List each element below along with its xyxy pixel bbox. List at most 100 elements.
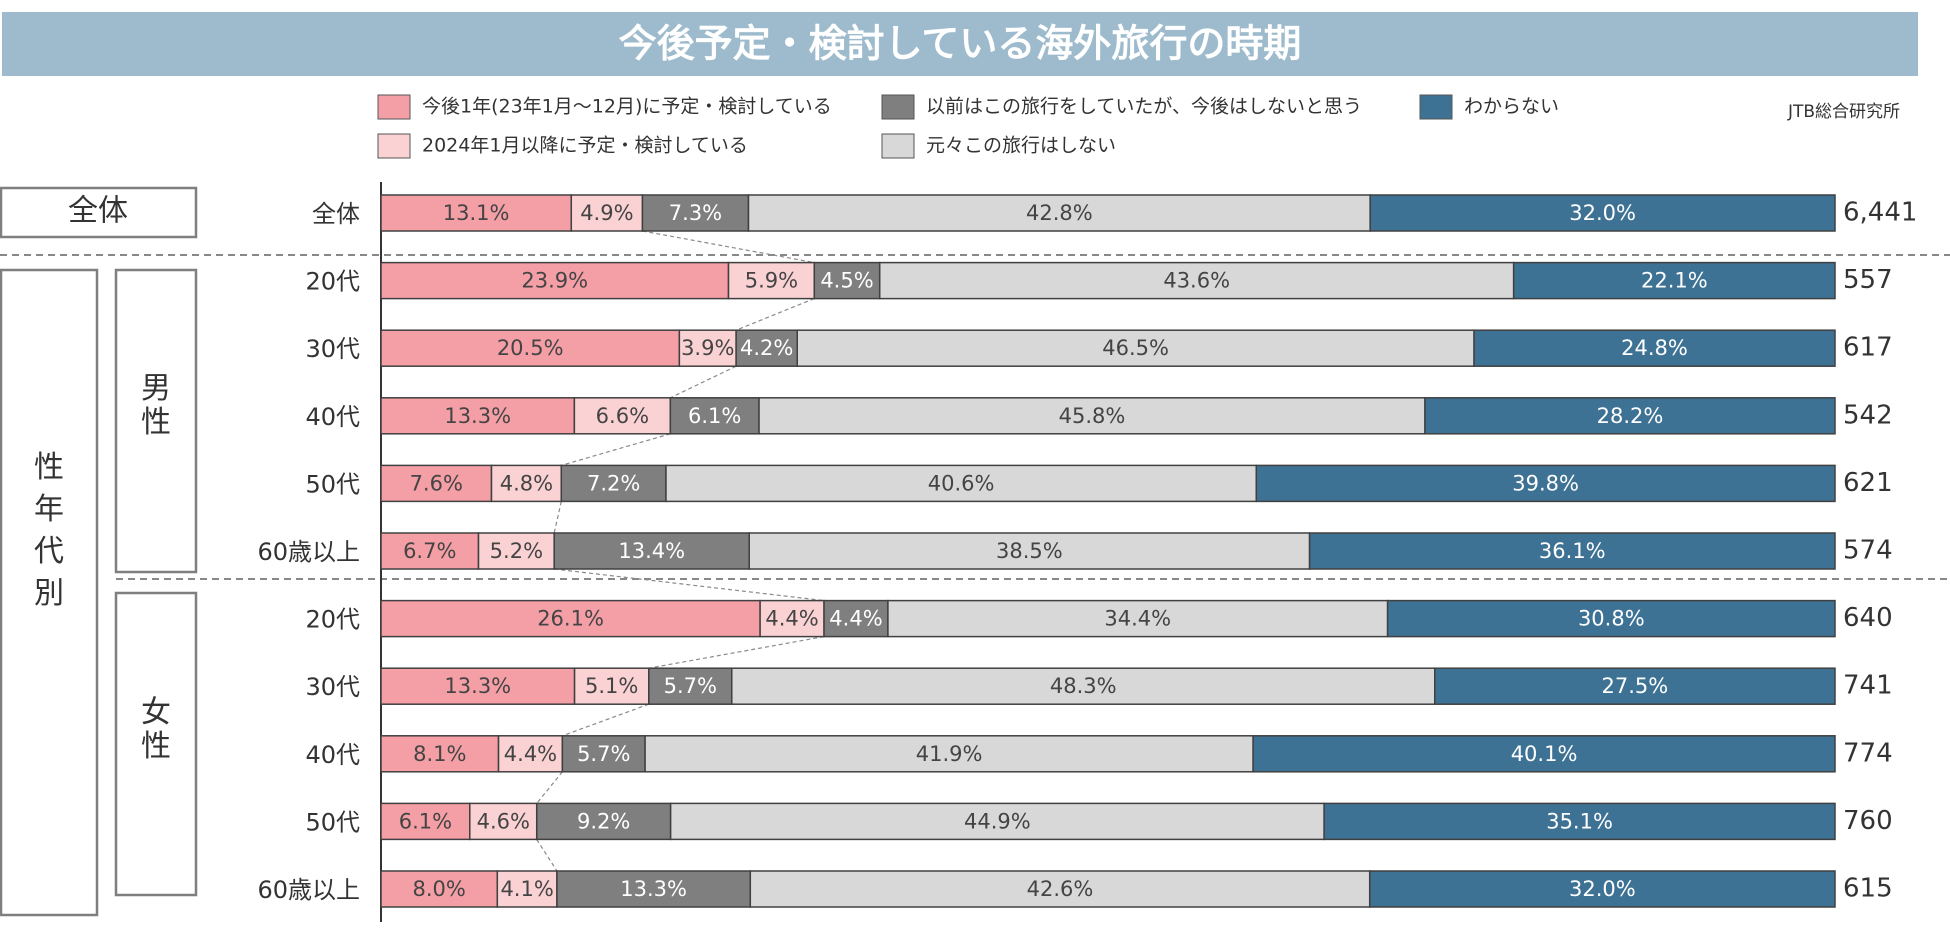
bar-segment-s4 [749, 870, 1371, 908]
bar-segment-s4 [731, 667, 1436, 705]
bar-segment-s1 [380, 464, 493, 503]
bar-segment-s3 [556, 870, 752, 908]
bar-row-8: 30代 13.3% 5.1% 5.7% 48.3% 27.5% 741 [305, 667, 1893, 705]
bar-segment-s4 [758, 397, 1426, 435]
data-label-s1: 7.6% [410, 471, 463, 495]
data-label-s3: 4.2% [740, 336, 793, 360]
data-label-s5: 22.1% [1641, 269, 1708, 293]
category-label: 60歳以上 [257, 538, 360, 566]
bar-segment-s2 [570, 194, 644, 232]
connector-line [553, 501, 562, 534]
bar-segment-s2 [497, 735, 564, 773]
data-label-s5: 39.8% [1512, 471, 1579, 495]
data-label-s4: 38.5% [996, 539, 1063, 563]
data-label-s1: 26.1% [537, 607, 604, 631]
data-label-s1: 6.7% [403, 539, 456, 563]
legend-swatch-5 [1419, 94, 1453, 120]
connector-line [670, 365, 737, 399]
title-banner: 今後予定・検討している海外旅行の時期 [2, 12, 1918, 76]
data-label-s5: 27.5% [1602, 674, 1669, 698]
bar-segment-s4 [878, 261, 1515, 300]
bar-segment-s4 [644, 735, 1254, 773]
sample-size-label: 621 [1843, 468, 1893, 498]
data-label-s3: 7.2% [587, 471, 640, 495]
legend-label-1: 今後1年(23年1月～12月)に予定・検討している [422, 96, 832, 118]
legend: 今後1年(23年1月～12月)に予定・検討している 2024年1月以降に予定・検討… [377, 94, 1559, 159]
legend-swatch-2 [377, 133, 411, 159]
sample-size-label: 6,441 [1843, 198, 1917, 228]
bar-segment-s5 [1424, 397, 1836, 435]
bar-segment-s5 [1323, 802, 1836, 841]
connector-line [642, 230, 815, 264]
bar-row-3: 30代 20.5% 3.9% 4.2% 46.5% 24.8% 617 [305, 329, 1893, 367]
bar-row-11: 60歳以上 8.0% 4.1% 13.3% 42.6% 32.0% 615 [257, 870, 1893, 908]
connector-line [561, 433, 671, 466]
data-label-s5: 32.0% [1569, 201, 1636, 225]
category-label: 40代 [305, 403, 360, 431]
category-label: 60歳以上 [257, 876, 360, 904]
bar-segment-s4 [747, 194, 1371, 232]
data-label-s5: 35.1% [1546, 809, 1613, 833]
data-label-s4: 44.9% [964, 809, 1031, 833]
chart-title: 今後予定・検討している海外旅行の時期 [619, 22, 1302, 66]
legend-label-4: 元々この旅行はしない [926, 135, 1116, 157]
data-label-s3: 13.4% [618, 539, 685, 563]
bar-segment-s5 [1308, 532, 1836, 570]
bar-segment-s4 [665, 464, 1258, 503]
sample-size-label: 542 [1843, 400, 1893, 430]
sex-age-group-box [0, 268, 99, 917]
bar-segment-s4 [748, 532, 1311, 570]
bar-segment-s2 [469, 802, 538, 841]
connector-line [648, 636, 825, 669]
legend-swatch-3 [881, 94, 915, 120]
category-label: 50代 [305, 808, 360, 836]
data-label-s5: 28.2% [1597, 404, 1664, 428]
data-label-s1: 8.0% [412, 877, 465, 901]
bar-row-2: 20代 23.9% 5.9% 4.5% 43.6% 22.1% 557 [305, 261, 1893, 300]
sample-size-label: 760 [1843, 806, 1893, 836]
bar-segment-s3 [553, 532, 750, 570]
data-label-s4: 40.6% [928, 471, 995, 495]
bar-row-1: 全体 13.1% 4.9% 7.3% 42.8% 32.0% 6,441 [312, 194, 1917, 232]
category-label: 20代 [305, 606, 360, 634]
data-label-s5: 30.8% [1578, 607, 1645, 631]
bar-segment-s5 [1386, 599, 1836, 638]
data-label-s1: 13.3% [444, 674, 511, 698]
data-label-s3: 13.3% [620, 877, 687, 901]
connector-line [536, 839, 558, 872]
data-label-s4: 46.5% [1102, 336, 1169, 360]
legend-label-2: 2024年1月以降に予定・検討している [422, 135, 748, 157]
data-label-s3: 5.7% [577, 742, 630, 766]
legend-label-5: わからない [1464, 96, 1559, 118]
data-label-s1: 8.1% [413, 742, 466, 766]
data-label-s2: 5.9% [745, 269, 798, 293]
category-label: 30代 [305, 673, 360, 701]
data-label-s5: 24.8% [1621, 336, 1688, 360]
bar-segment-s2 [477, 532, 555, 570]
data-label-s4: 48.3% [1050, 674, 1117, 698]
data-label-s2: 5.1% [585, 674, 638, 698]
source-label: JTB総合研究所 [1787, 102, 1900, 122]
bar-segment-s2 [573, 667, 650, 705]
bar-segment-s3 [641, 194, 750, 232]
bar-segment-s1 [380, 735, 500, 773]
bar-segment-s2 [490, 464, 563, 503]
category-label: 50代 [305, 470, 360, 498]
sample-size-label: 615 [1843, 874, 1893, 904]
connector-line [554, 568, 825, 602]
sample-size-label: 774 [1843, 738, 1893, 768]
legend-swatch-1 [377, 94, 411, 120]
bar-row-9: 40代 8.1% 4.4% 5.7% 41.9% 40.1% 774 [305, 735, 1893, 773]
bar-row-10: 50代 6.1% 4.6% 9.2% 44.9% 35.1% 760 [305, 802, 1893, 841]
bar-segment-s2 [759, 599, 825, 638]
bar-row-4: 40代 13.3% 6.6% 6.1% 45.8% 28.2% 542 [305, 397, 1893, 435]
bar-segment-s5 [1368, 870, 1836, 908]
bar-segment-s1 [380, 397, 576, 435]
data-label-s2: 6.6% [596, 404, 649, 428]
overall-group-box [0, 186, 198, 239]
data-label-s1: 13.1% [443, 201, 510, 225]
bar-segment-s4 [669, 802, 1325, 841]
data-label-s1: 20.5% [497, 336, 564, 360]
bar-segment-s5 [1255, 464, 1836, 503]
bar-segment-s5 [1433, 667, 1836, 705]
